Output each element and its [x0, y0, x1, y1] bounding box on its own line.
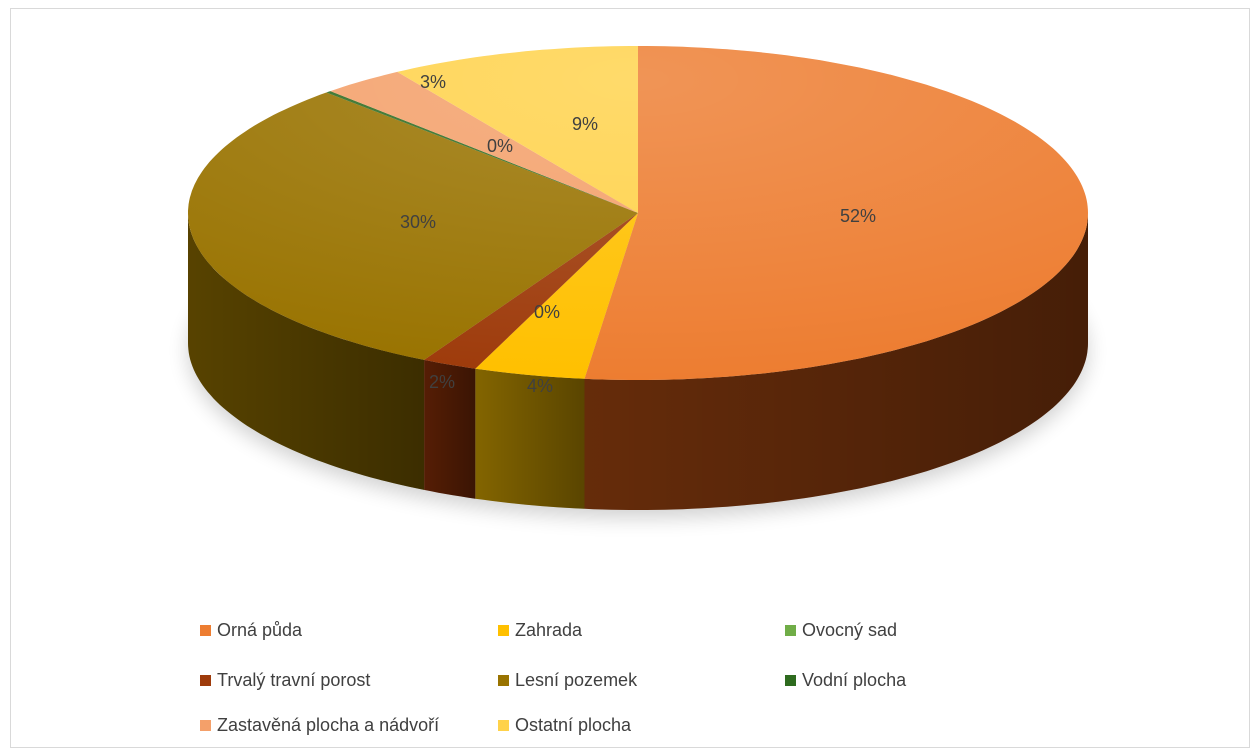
legend-label: Zahrada — [515, 620, 583, 640]
legend-swatch — [200, 675, 211, 686]
pie-data-label: 9% — [572, 114, 598, 134]
pie-data-label: 2% — [429, 372, 455, 392]
legend-swatch — [200, 625, 211, 636]
legend-swatch — [498, 675, 509, 686]
legend-label: Ovocný sad — [802, 620, 898, 640]
pie-data-label: 4% — [527, 376, 553, 396]
legend-swatch — [498, 625, 509, 636]
legend-label: Zastavěná plocha a nádvoří — [217, 715, 440, 735]
legend-label: Vodní plocha — [802, 670, 907, 690]
pie-data-label: 30% — [400, 212, 436, 232]
legend-item: Lesní pozemek — [498, 670, 637, 691]
legend-swatch — [498, 720, 509, 731]
legend-swatch — [785, 675, 796, 686]
legend-item: Zahrada — [498, 620, 582, 641]
legend-label: Ostatní plocha — [515, 715, 632, 735]
pie-data-label: 0% — [487, 136, 513, 156]
pie-highlight — [188, 46, 1088, 380]
legend-label: Orná půda — [217, 620, 303, 640]
legend-item: Zastavěná plocha a nádvoří — [200, 715, 439, 736]
pie-data-label: 3% — [420, 72, 446, 92]
legend-item: Trvalý travní porost — [200, 670, 370, 691]
pie-data-label: 0% — [534, 302, 560, 322]
legend-item: Orná půda — [200, 620, 302, 641]
legend-item: Ovocný sad — [785, 620, 897, 641]
pie-side-shade — [424, 359, 476, 499]
legend-item: Vodní plocha — [785, 670, 906, 691]
legend-swatch — [200, 720, 211, 731]
legend-swatch — [785, 625, 796, 636]
legend-label: Lesní pozemek — [515, 670, 638, 690]
pie-side-shade — [188, 213, 425, 490]
pie-side-shade — [584, 213, 1088, 510]
legend-item: Ostatní plocha — [498, 715, 631, 736]
legend-label: Trvalý travní porost — [217, 670, 371, 690]
pie-data-label: 52% — [840, 206, 876, 226]
pie-side-shade — [475, 368, 585, 509]
